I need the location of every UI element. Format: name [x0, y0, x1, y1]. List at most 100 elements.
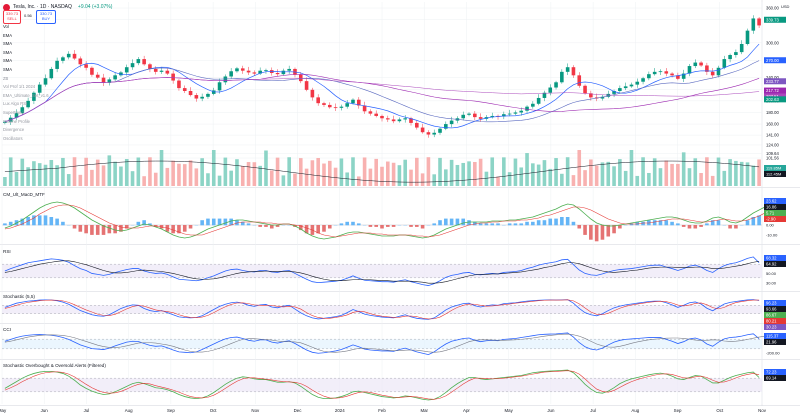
histogram-bar [8, 221, 13, 226]
volume-bar [310, 160, 315, 186]
volume-bar [751, 165, 756, 186]
x-tick-label: Sep [674, 408, 682, 413]
candle [536, 97, 541, 104]
histogram-bar [78, 225, 83, 232]
symbol-title[interactable]: Tesla, Inc. · 1D · NASDAQ [13, 4, 72, 10]
candle [507, 113, 512, 115]
sell-button[interactable]: 339.73 SELL [3, 10, 21, 24]
overlay-11[interactable]: Volume Profile [3, 118, 30, 124]
histogram-bar [223, 218, 228, 226]
volume-bar [699, 172, 703, 186]
candle [20, 107, 25, 114]
y-tick-label: 124.00 [766, 142, 779, 147]
histogram-bar [577, 225, 582, 229]
volume-bar [351, 157, 355, 186]
histogram-bar [43, 215, 48, 226]
x-tick-label: Feb [378, 408, 386, 413]
value-tag: 115.37 [766, 334, 779, 339]
candle [391, 119, 396, 122]
candle [490, 115, 495, 118]
price-tag-bg [764, 16, 786, 23]
spread-value: 0.56 [24, 13, 32, 18]
candle [3, 121, 7, 123]
candle [66, 53, 71, 58]
overlay-9[interactable]: Lux Algo RSI [3, 101, 28, 107]
histogram-bar [409, 225, 413, 227]
band-fill-4 [2, 339, 762, 349]
candle [345, 103, 349, 107]
histogram-bar [415, 225, 419, 227]
candle [310, 89, 315, 98]
x-tick-label: Sep [167, 408, 175, 413]
volume-bar [403, 159, 408, 186]
volume-bar [664, 160, 669, 186]
volume-bar [705, 157, 709, 186]
overlay-0[interactable]: Vol [3, 24, 9, 29]
candle [397, 119, 402, 122]
series-line-5-1 [4, 370, 760, 400]
panel-title-3: Stochastic (5,5) [3, 294, 35, 299]
volume-bar [560, 173, 564, 186]
overlay-4[interactable]: SMA [3, 58, 13, 64]
x-tick-label: Aug [631, 408, 639, 413]
overlay-3[interactable]: SMA [3, 49, 13, 55]
series-line-4-1 [4, 333, 771, 353]
y-tick-label: 109.64 [766, 151, 779, 156]
overlay-1[interactable]: EMA [3, 32, 13, 38]
band-fill-5 [2, 378, 762, 392]
histogram-bar [148, 223, 152, 226]
moving-average-line-3 [4, 77, 760, 122]
histogram-bar [473, 221, 477, 226]
overlay-8[interactable]: EMA_Ultimate_Set_v1.6 [3, 92, 49, 98]
value-tag: 16.86 [766, 205, 777, 210]
volume-bar [478, 158, 483, 186]
moving-average-line-0 [4, 43, 760, 129]
band-fill-2 [2, 264, 762, 278]
volume-bar [426, 157, 431, 186]
overlay-12[interactable]: Divergence [3, 127, 25, 133]
candle [136, 59, 141, 64]
y-tick-label: 240.00 [766, 75, 779, 80]
histogram-bar [90, 225, 94, 235]
overlay-2[interactable]: SMA [3, 41, 13, 47]
overlay-5[interactable]: SMA [3, 67, 13, 72]
volume-bar [542, 160, 547, 186]
candle [531, 103, 535, 107]
candle [14, 113, 19, 118]
histogram-bar [670, 221, 674, 226]
candle [316, 97, 320, 104]
value-tag-bg [764, 333, 786, 339]
volume-bar [409, 169, 413, 186]
overlay-6[interactable]: ZB [3, 75, 9, 81]
overlay-7[interactable]: Vol Prof 1/1 2024 [3, 84, 36, 90]
histogram-bar [229, 218, 233, 226]
histogram-bar [356, 223, 361, 226]
candle [49, 68, 54, 79]
volume-ma-line [4, 160, 760, 183]
candle [548, 87, 553, 93]
candle [235, 68, 239, 72]
overlay-10[interactable]: Supertrend [3, 110, 24, 115]
overlay-13[interactable]: Oscillators [3, 135, 23, 141]
y-tick-label: 101.56 [766, 156, 779, 161]
series-line-2-1 [4, 260, 760, 284]
buy-button[interactable]: 330.73 BUY [36, 10, 56, 24]
volume-bar [26, 167, 30, 186]
candle [560, 71, 564, 83]
value-tag: 68.32 [766, 256, 777, 261]
candle [380, 115, 384, 119]
candle [641, 78, 645, 82]
value-tag-bg [764, 198, 786, 204]
histogram-bar [322, 225, 326, 232]
candle [113, 75, 117, 80]
candle [351, 99, 355, 104]
volume-bar [745, 162, 750, 186]
candle [444, 124, 448, 129]
candle [281, 70, 286, 75]
series-line-1-0 [4, 200, 783, 240]
volume-bar [113, 161, 117, 186]
histogram-bar [298, 225, 303, 231]
volume-bar [734, 160, 738, 186]
volume-bar [20, 158, 25, 186]
